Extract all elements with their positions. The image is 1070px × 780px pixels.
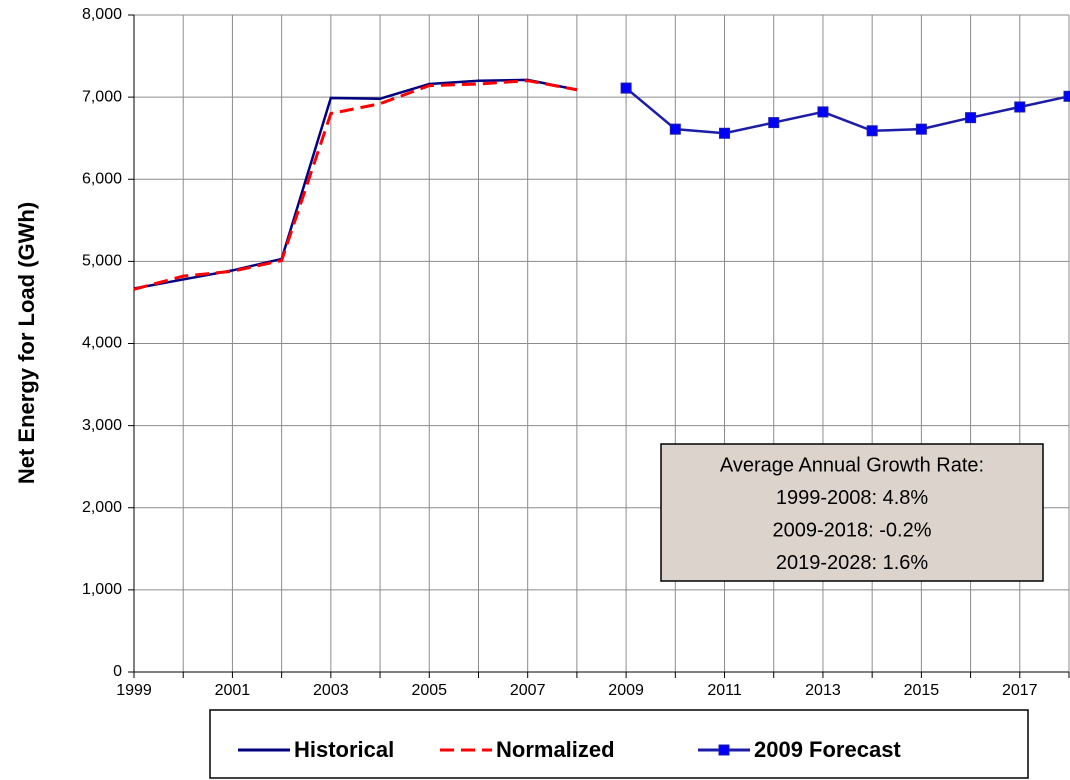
y-tick-label: 7,000 [82,88,122,105]
x-tick-label: 2009 [608,682,644,699]
legend-label: Normalized [496,737,615,762]
y-tick-label: 5,000 [82,253,122,270]
x-tick-label: 2015 [904,682,940,699]
series-marker [1014,101,1026,113]
series-marker [620,82,632,94]
x-tick-label: 2005 [411,682,447,699]
y-tick-label: 8,000 [82,6,122,23]
legend-label: Historical [294,737,394,762]
x-tick-label: 2001 [215,682,251,699]
series-line [625,87,1070,135]
y-axis-label: Net Energy for Load (GWh) [14,202,39,484]
y-tick-label: 0 [113,663,122,680]
legend-box [209,709,1029,779]
series-line [133,79,578,291]
annotation-text: Average Annual Growth Rate: [720,454,984,476]
annotation-box [660,443,1044,582]
annotation-text: 1999-2008: 4.8% [776,487,929,509]
x-tick-label: 1999 [116,682,152,699]
series-marker [817,106,829,118]
x-tick-label: 2003 [313,682,349,699]
legend-label: 2009 Forecast [754,737,901,762]
series-marker [965,112,977,124]
x-tick-label: 2017 [1002,682,1038,699]
y-tick-label: 6,000 [82,170,122,187]
series-marker [669,123,681,135]
series-marker [1063,90,1070,102]
series-marker [768,117,780,129]
y-tick-label: 4,000 [82,335,122,352]
x-tick-label: 2007 [510,682,546,699]
legend-marker [718,744,730,756]
series-marker [915,123,927,135]
y-tick-label: 1,000 [82,581,122,598]
x-tick-label: 2011 [707,682,742,699]
annotation-text: 2019-2028: 1.6% [776,552,929,574]
series-marker [719,127,731,139]
series-marker [866,125,878,137]
annotation-text: 2009-2018: -0.2% [772,519,931,541]
y-tick-label: 2,000 [82,499,122,516]
x-tick-label: 2013 [805,682,841,699]
y-tick-label: 3,000 [82,417,122,434]
